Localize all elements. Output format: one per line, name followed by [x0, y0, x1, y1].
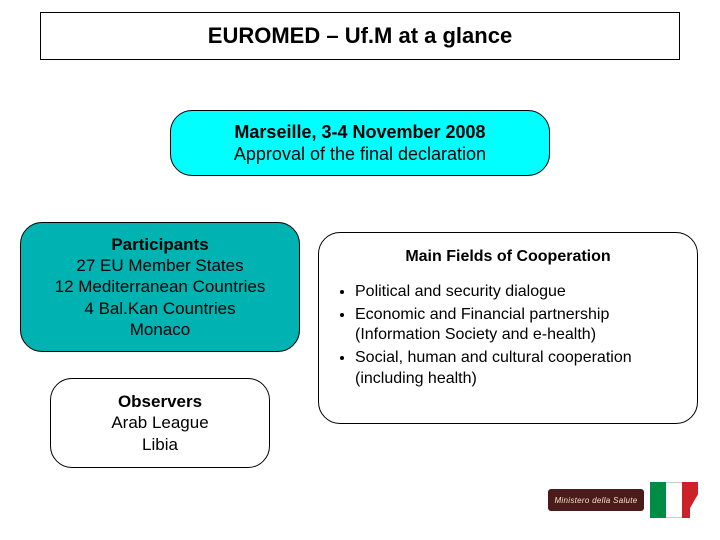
participants-box: Participants 27 EU Member States 12 Medi… — [20, 222, 300, 352]
observers-line: Arab League — [111, 412, 208, 433]
cooperation-list: Political and security dialogue Economic… — [337, 282, 679, 390]
cooperation-box: Main Fields of Cooperation Political and… — [318, 232, 698, 424]
title-box: EUROMED – Uf.M at a glance — [40, 12, 680, 60]
participants-line: 27 EU Member States — [76, 255, 243, 276]
cooperation-title: Main Fields of Cooperation — [337, 247, 679, 268]
ministry-logo: Ministero della Salute — [548, 478, 698, 522]
observers-box: Observers Arab League Libia — [50, 378, 270, 468]
cooperation-bullet: Economic and Financial partnership (Info… — [355, 305, 679, 347]
marseille-box: Marseille, 3-4 November 2008 Approval of… — [170, 110, 550, 176]
participants-line: 4 Bal.Kan Countries — [84, 298, 235, 319]
participants-header: Participants — [111, 234, 208, 255]
observers-line: Libia — [142, 434, 178, 455]
observers-header: Observers — [118, 391, 202, 412]
marseille-line2: Approval of the final declaration — [234, 143, 486, 166]
participants-line: 12 Mediterranean Countries — [55, 276, 266, 297]
italy-flag-icon — [650, 482, 698, 518]
cooperation-bullet: Political and security dialogue — [355, 282, 679, 303]
cooperation-bullet: Social, human and cultural cooperation (… — [355, 348, 679, 390]
logo-banner: Ministero della Salute — [548, 489, 644, 511]
page-title: EUROMED – Uf.M at a glance — [208, 23, 512, 49]
participants-line: Monaco — [130, 319, 190, 340]
marseille-line1: Marseille, 3-4 November 2008 — [234, 121, 485, 144]
